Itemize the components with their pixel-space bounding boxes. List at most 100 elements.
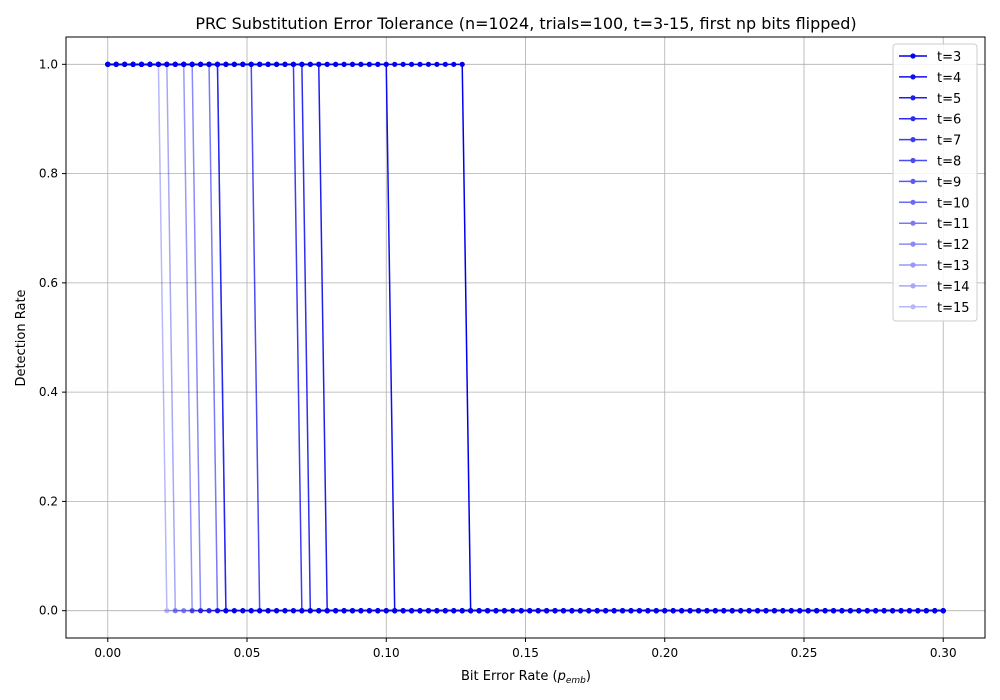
data-point xyxy=(198,608,204,614)
data-point xyxy=(189,608,195,614)
data-point xyxy=(518,608,524,614)
data-point xyxy=(484,608,491,614)
legend-item xyxy=(899,116,927,122)
y-tick-label: 0.0 xyxy=(39,604,58,618)
data-point xyxy=(341,61,347,67)
data-point xyxy=(198,608,204,614)
data-point xyxy=(341,608,347,614)
data-point xyxy=(704,608,710,614)
x-axis-label-var: p xyxy=(557,669,566,684)
x-axis-label: Bit Error Rate (pemb) xyxy=(461,669,591,686)
data-point xyxy=(788,608,794,614)
data-point xyxy=(155,61,162,67)
data-point xyxy=(383,61,389,67)
legend-marker xyxy=(910,304,916,310)
data-point xyxy=(915,608,921,614)
data-point xyxy=(324,61,330,67)
data-point xyxy=(814,608,820,614)
data-point xyxy=(164,608,170,614)
legend-marker xyxy=(910,220,916,226)
data-point xyxy=(822,608,828,614)
data-point xyxy=(138,61,145,67)
data-point xyxy=(873,608,879,614)
data-point xyxy=(231,608,237,614)
data-point xyxy=(425,608,432,614)
data-point xyxy=(560,608,567,614)
legend-box xyxy=(892,43,978,322)
legend-label: t=5 xyxy=(937,92,961,107)
legend-label: t=4 xyxy=(937,71,961,86)
x-tick-label: 0.10 xyxy=(373,646,400,660)
data-point xyxy=(282,61,288,67)
data-point xyxy=(459,61,465,67)
legend-label: t=13 xyxy=(937,259,970,274)
data-point xyxy=(459,608,465,614)
data-point xyxy=(223,608,229,614)
series-t-3 xyxy=(105,61,946,614)
data-point xyxy=(358,608,364,614)
legend-marker xyxy=(910,137,916,143)
data-point xyxy=(830,608,837,614)
data-point xyxy=(856,608,862,614)
data-point xyxy=(172,608,178,614)
data-point xyxy=(366,608,372,614)
data-point xyxy=(333,61,339,67)
data-point xyxy=(282,608,288,614)
data-point xyxy=(940,608,946,614)
y-tick-label: 0.2 xyxy=(39,494,58,508)
data-point xyxy=(847,608,854,614)
x-tick-label: 0.15 xyxy=(512,646,539,660)
data-point xyxy=(273,608,280,614)
data-point xyxy=(653,608,659,614)
legend-marker xyxy=(910,53,916,59)
data-point xyxy=(273,61,280,67)
data-point xyxy=(780,608,786,614)
data-point xyxy=(442,61,448,67)
data-point xyxy=(375,608,381,614)
data-point xyxy=(257,608,263,614)
data-point xyxy=(906,608,913,614)
legend-item xyxy=(899,53,927,59)
data-point xyxy=(662,608,668,614)
data-point xyxy=(400,608,406,614)
legend-label: t=7 xyxy=(937,134,961,149)
data-point xyxy=(729,608,735,614)
data-point xyxy=(181,608,187,614)
data-point xyxy=(636,608,643,614)
data-point xyxy=(898,608,904,614)
legend-label: t=8 xyxy=(937,155,961,170)
legend-item xyxy=(899,199,927,205)
data-point xyxy=(147,61,153,67)
data-point xyxy=(628,608,634,614)
data-point xyxy=(248,608,254,614)
data-point xyxy=(349,61,356,67)
data-point xyxy=(366,61,372,67)
data-point xyxy=(889,608,896,614)
data-point xyxy=(290,608,297,614)
legend-marker xyxy=(910,74,916,80)
data-point xyxy=(206,61,212,67)
data-point xyxy=(316,608,322,614)
data-point xyxy=(569,608,575,614)
data-point xyxy=(206,608,212,614)
data-point xyxy=(324,608,330,614)
legend-item xyxy=(899,74,927,80)
data-point xyxy=(763,608,769,614)
legend-label: t=12 xyxy=(937,238,970,253)
data-point xyxy=(805,608,811,614)
data-point xyxy=(408,608,415,614)
data-point xyxy=(611,608,617,614)
data-point xyxy=(392,608,398,614)
data-point xyxy=(164,61,170,67)
data-point xyxy=(451,608,457,614)
data-point xyxy=(687,608,693,614)
data-point xyxy=(594,608,600,614)
data-point xyxy=(442,608,448,614)
data-point xyxy=(231,61,237,67)
legend-item xyxy=(899,95,927,101)
data-point xyxy=(451,61,457,67)
x-axis-label-main: Bit Error Rate ( xyxy=(461,669,558,684)
x-tick-label: 0.00 xyxy=(94,646,121,660)
data-point xyxy=(223,61,229,67)
legend-item xyxy=(899,137,927,143)
